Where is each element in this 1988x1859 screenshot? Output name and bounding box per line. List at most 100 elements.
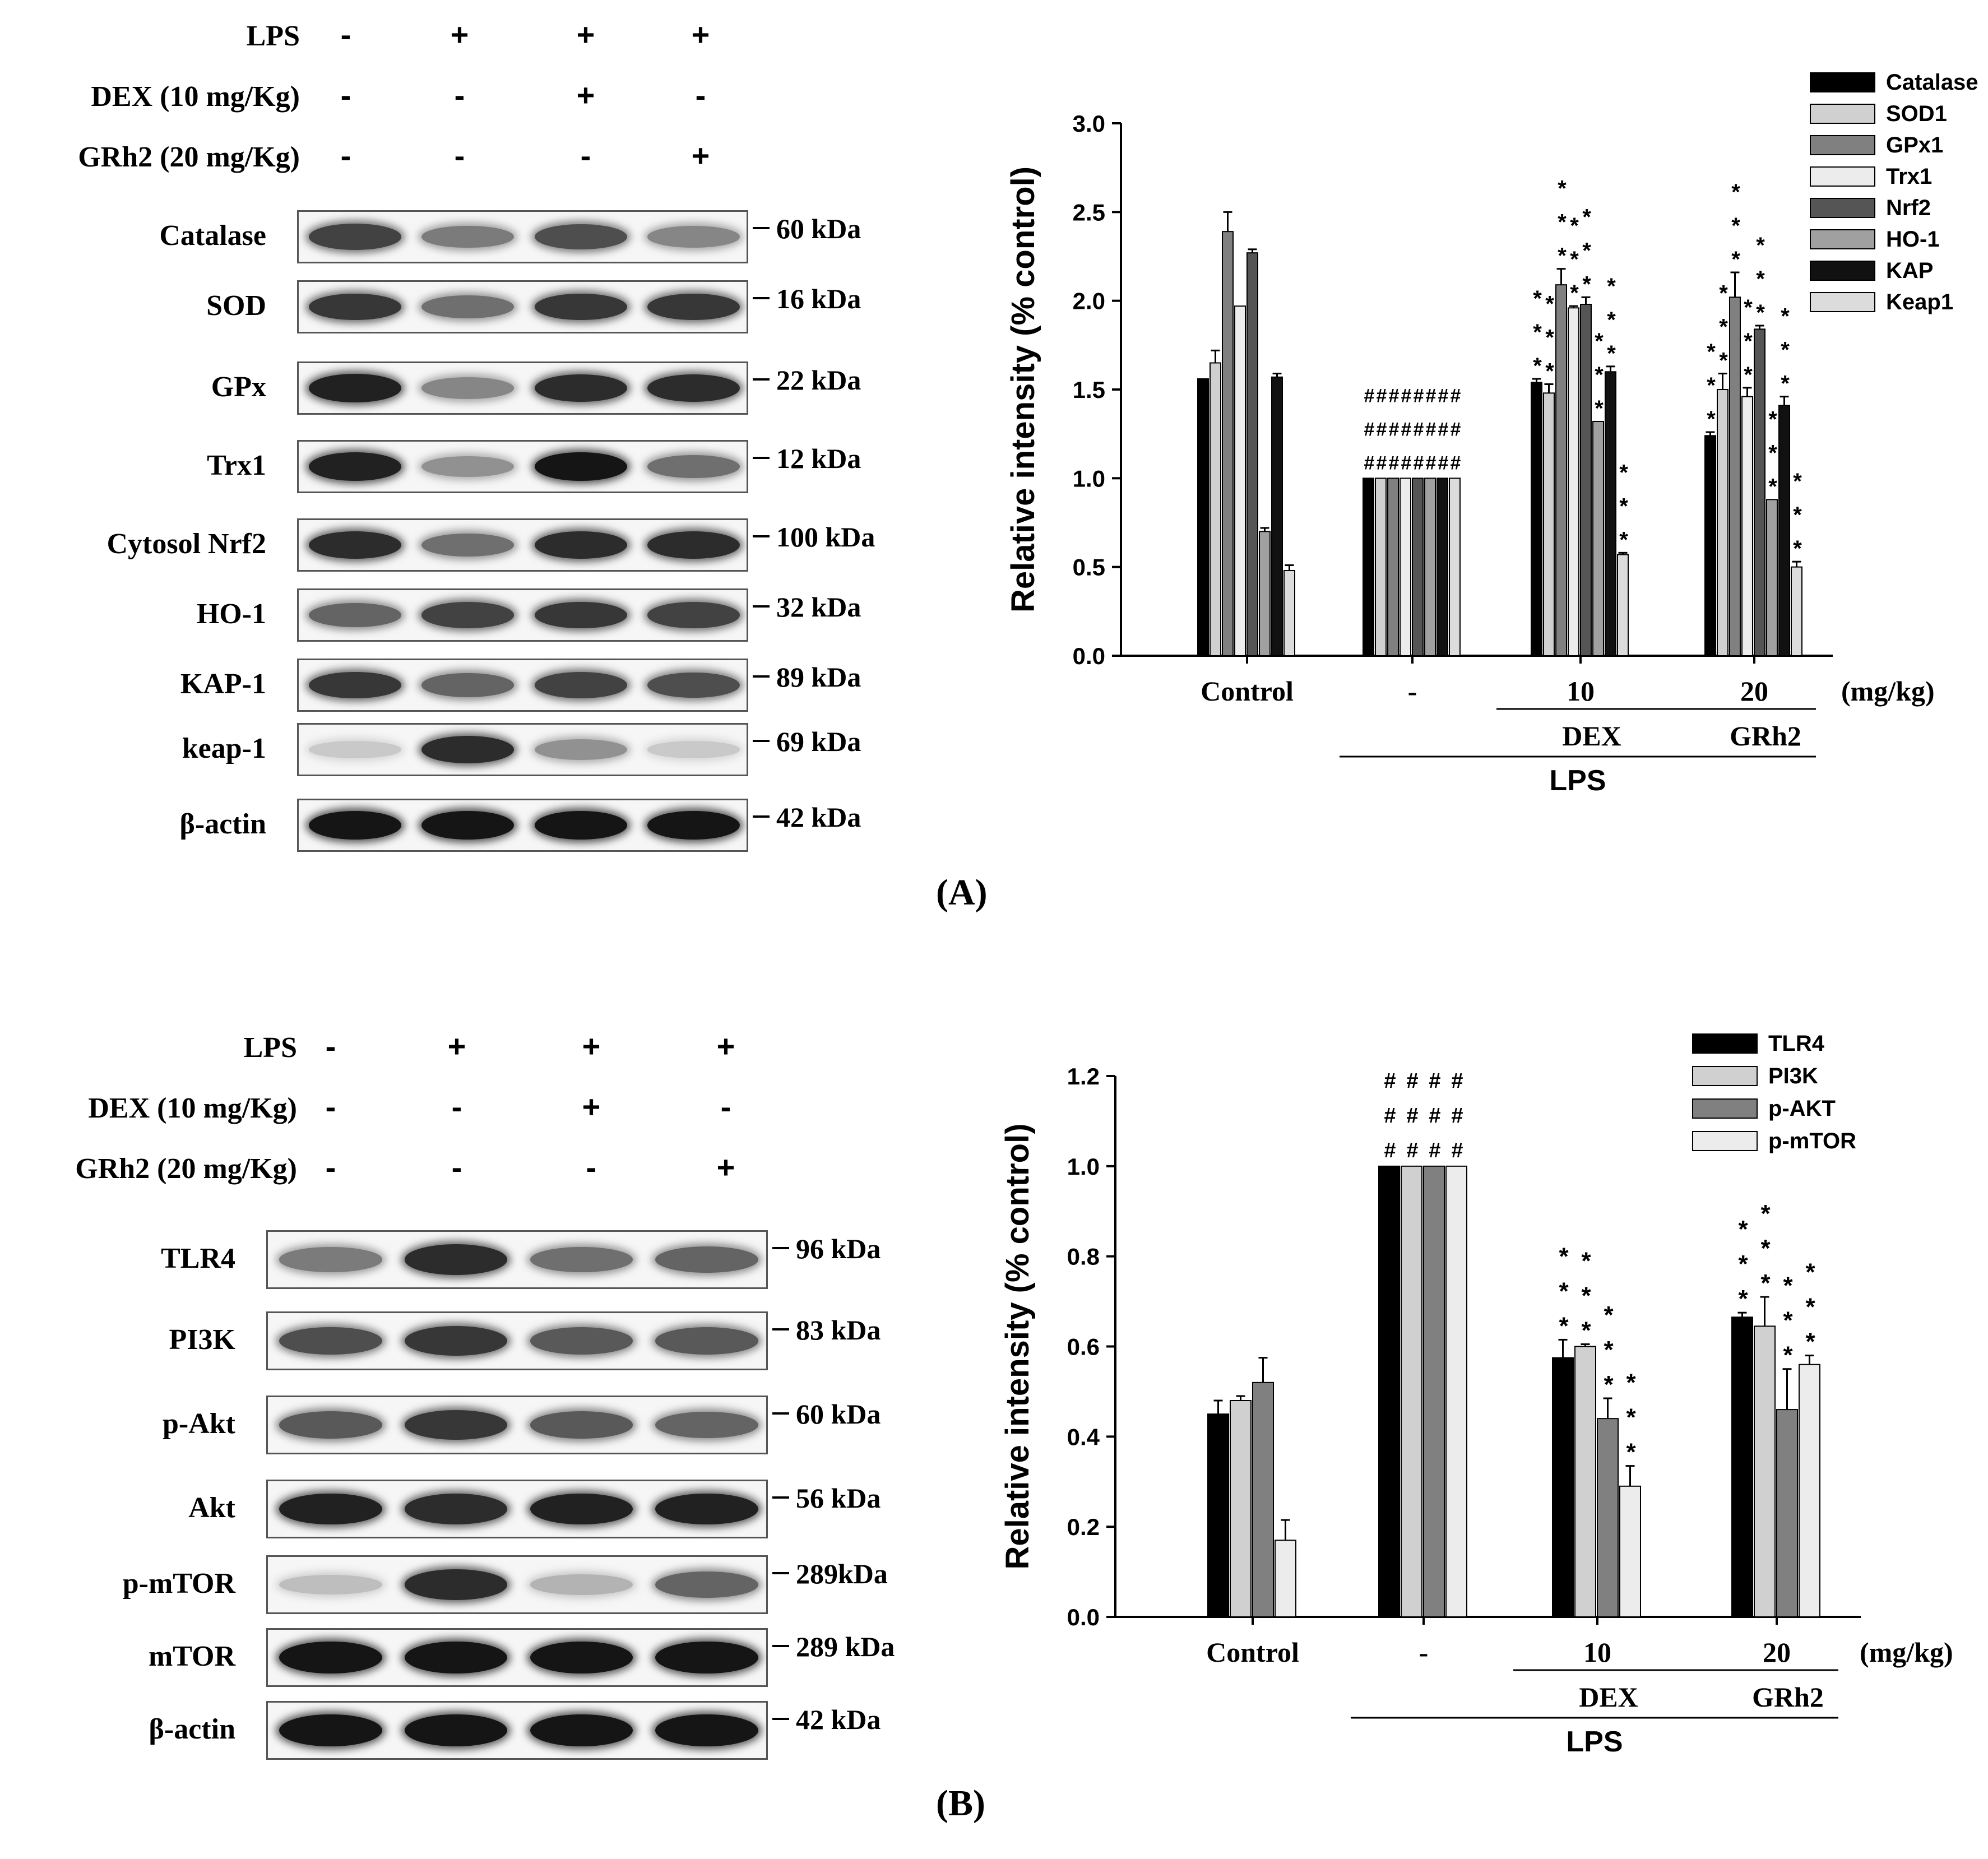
legend-label: SOD1 (1886, 101, 1947, 126)
significance-star: * (1533, 286, 1542, 311)
x-tick-label: 20 (1763, 1637, 1791, 1668)
blot-label: β-actin (179, 808, 266, 840)
blot-strip (266, 1396, 768, 1454)
legend-swatch (1810, 198, 1875, 218)
significance-star: * (1738, 1216, 1748, 1243)
blot-band (647, 531, 740, 559)
significance-star: * (1768, 407, 1777, 432)
blot-band (309, 374, 402, 402)
legend-swatch (1810, 104, 1875, 124)
y-tick-label: 0.2 (1067, 1514, 1100, 1540)
bar-pi3k (1574, 1346, 1596, 1617)
significance-star: * (1783, 1342, 1793, 1369)
legend-label: GPx1 (1886, 133, 1943, 157)
blot-band (655, 1411, 758, 1438)
significance-star: * (1604, 1371, 1614, 1398)
condition-sign: - (720, 1089, 731, 1124)
kda-label: 96 kDa (796, 1233, 881, 1264)
bar-kap (1605, 371, 1616, 656)
bar-trx1 (1568, 307, 1579, 657)
blot-label: TLR4 (161, 1242, 235, 1274)
bar-sod1 (1375, 478, 1387, 656)
blot-band (647, 226, 740, 248)
significance-hash: # (1429, 1139, 1440, 1162)
condition-sign: - (451, 1149, 462, 1185)
blot-strip (297, 280, 748, 333)
condition-sign: + (582, 1089, 601, 1124)
condition-sign: + (691, 17, 710, 52)
panel-a-letter: (A) (936, 872, 988, 913)
significance-star: * (1719, 315, 1728, 340)
condition-sign: - (586, 1149, 597, 1185)
significance-star: * (1731, 214, 1740, 238)
kda-tick (772, 1645, 789, 1647)
y-tick-label: 1.0 (1067, 1153, 1100, 1180)
blot-label: Akt (188, 1491, 235, 1524)
significance-star: * (1756, 233, 1765, 258)
panel-b-bar-chart: 0.0 0.2 0.4 0.6 0.8 1.0 1.2 Relative intensity … (999, 1031, 1953, 1758)
significance-hash: # (1401, 452, 1412, 474)
kda-label: 32 kDa (776, 591, 861, 623)
significance-star: * (1570, 214, 1579, 238)
significance-hash: # (1389, 385, 1400, 406)
condition-sign: - (695, 77, 706, 113)
significance-hash: # (1426, 452, 1436, 474)
kda-tick (753, 297, 770, 299)
bar-gpx1 (1555, 284, 1567, 656)
blot-band (404, 1641, 508, 1674)
blot-band (530, 1714, 633, 1747)
significance-hash: # (1384, 1069, 1396, 1093)
bar-p-mtor (1275, 1540, 1296, 1618)
significance-star: * (1805, 1259, 1815, 1286)
bar-p-mtor (1619, 1485, 1641, 1618)
bar-trx1 (1234, 305, 1246, 656)
kda-tick (753, 457, 770, 459)
blot-band (534, 672, 627, 698)
condition-label: GRh2 (20 mg/Kg) (78, 141, 300, 173)
significance-hash: # (1451, 1104, 1463, 1128)
blot-band (534, 452, 627, 481)
blot-band (647, 455, 740, 479)
condition-sign: - (454, 138, 465, 173)
panel-b-letter: (B) (936, 1783, 985, 1824)
group-label: GRh2 (1730, 720, 1801, 752)
kda-tick (772, 1328, 789, 1330)
significance-star: * (1731, 247, 1740, 272)
significance-hash: # (1451, 1139, 1463, 1162)
bar-pi3k (1230, 1400, 1252, 1617)
blot-label: Trx1 (207, 449, 266, 481)
legend-swatch (1810, 229, 1875, 249)
x-tick-label: 10 (1567, 675, 1595, 707)
significance-star: * (1744, 295, 1753, 320)
bar-tlr4 (1378, 1165, 1400, 1618)
significance-star: * (1607, 308, 1616, 332)
blot-band (655, 1571, 758, 1598)
blot-label: HO-1 (196, 597, 266, 630)
significance-hash: # (1451, 452, 1461, 474)
bar-ho-1 (1592, 421, 1604, 656)
bar-nrf2 (1580, 304, 1592, 656)
kda-tick (772, 1412, 789, 1415)
blot-band (404, 1569, 508, 1600)
kda-tick (772, 1496, 789, 1499)
significance-star: * (1545, 326, 1554, 350)
blot-strip (297, 440, 748, 493)
significance-star: * (1559, 1243, 1569, 1270)
significance-star: * (1783, 1307, 1793, 1334)
x-tick-label: - (1419, 1637, 1429, 1668)
blot-strip (266, 1230, 768, 1289)
legend-swatch (1692, 1131, 1758, 1151)
unit-label: (mg/kg) (1860, 1637, 1953, 1668)
condition-sign: + (716, 1149, 735, 1185)
condition-sign: + (582, 1028, 601, 1064)
blot-label: Cytosol Nrf2 (106, 527, 266, 560)
blot-band (534, 601, 627, 629)
bar-kap (1778, 405, 1790, 656)
significance-star: * (1581, 1282, 1591, 1309)
blot-band (534, 293, 627, 321)
blot-band (279, 1714, 382, 1747)
bar-keap1 (1617, 554, 1629, 656)
x-tick-label: 20 (1740, 675, 1768, 707)
group-label: GRh2 (1752, 1681, 1824, 1713)
blot-band (309, 603, 402, 627)
